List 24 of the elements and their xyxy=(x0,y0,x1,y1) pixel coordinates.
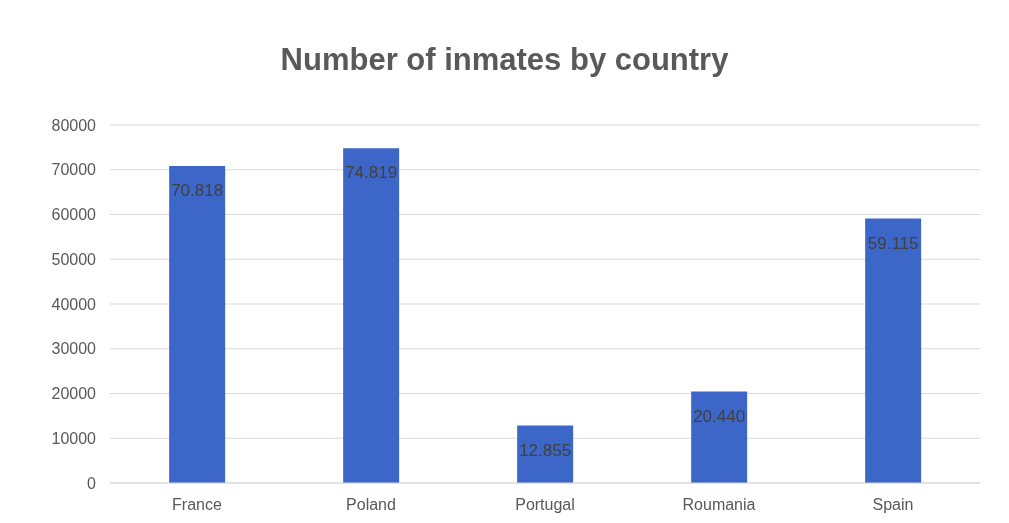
bar xyxy=(865,218,922,483)
x-tick-label: France xyxy=(172,496,222,514)
y-tick-label: 10000 xyxy=(51,429,97,447)
y-tick-label: 50000 xyxy=(51,250,97,268)
bar xyxy=(691,391,748,483)
data-label: 12.855 xyxy=(519,440,572,460)
x-tick-label: Spain xyxy=(872,496,914,514)
x-tick-label: Portugal xyxy=(515,496,575,514)
data-label: 20.440 xyxy=(693,406,746,426)
x-tick-label: Poland xyxy=(346,496,396,514)
y-tick-label: 0 xyxy=(87,474,97,492)
data-label: 74.819 xyxy=(345,163,398,183)
data-label: 59.115 xyxy=(867,233,919,253)
y-tick-label: 30000 xyxy=(51,340,97,358)
y-tick-label: 70000 xyxy=(51,161,97,179)
bar xyxy=(169,166,226,483)
bar xyxy=(343,148,400,483)
x-tick-label: Roumania xyxy=(682,496,756,514)
chart-title: Number of inmates by country xyxy=(279,42,730,78)
y-tick-label: 40000 xyxy=(51,295,97,313)
y-tick-label: 20000 xyxy=(51,385,97,403)
y-tick-label: 80000 xyxy=(51,116,97,134)
y-tick-label: 60000 xyxy=(51,206,97,224)
data-label: 70.818 xyxy=(171,181,224,201)
